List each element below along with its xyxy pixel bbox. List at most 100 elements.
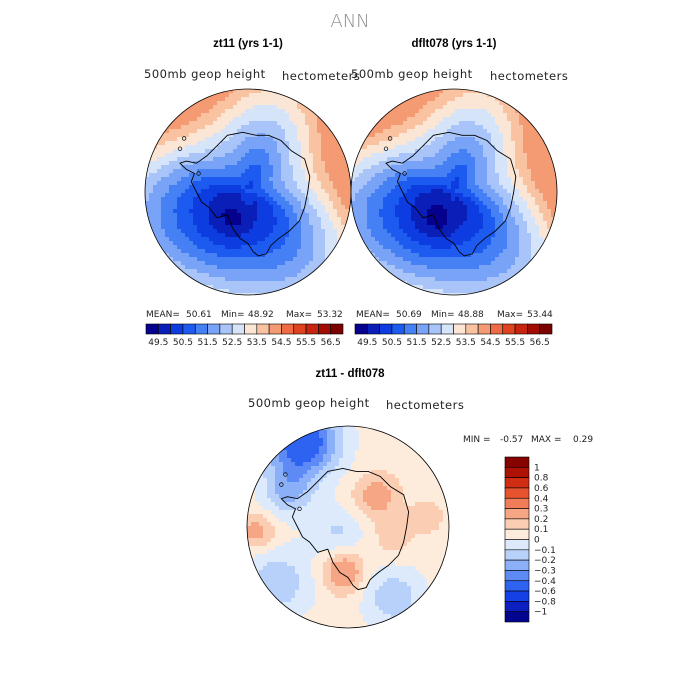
field-cell xyxy=(527,121,532,126)
field-cell xyxy=(403,205,408,210)
field-cell xyxy=(311,454,316,459)
field-cell xyxy=(169,113,174,118)
field-cell xyxy=(391,442,396,447)
field-cell xyxy=(177,229,182,234)
field-cell xyxy=(237,201,242,206)
field-cell xyxy=(399,225,404,230)
field-cell xyxy=(519,169,524,174)
field-cell xyxy=(281,253,286,258)
field-cell xyxy=(535,197,540,202)
field-cell xyxy=(257,285,262,290)
field-cell xyxy=(367,213,372,218)
field-cell xyxy=(221,105,226,110)
field-cell xyxy=(307,462,312,467)
field-cell xyxy=(455,209,460,214)
field-cell xyxy=(515,105,520,110)
field-cell xyxy=(359,205,364,210)
field-cell xyxy=(415,273,420,278)
field-cell xyxy=(309,121,314,126)
field-cell xyxy=(527,197,532,202)
field-cell xyxy=(153,221,158,226)
field-cell xyxy=(451,245,456,250)
field-cell xyxy=(435,193,440,198)
field-cell xyxy=(201,157,206,162)
field-cell xyxy=(471,253,476,258)
field-cell xyxy=(439,201,444,206)
field-cell xyxy=(277,241,282,246)
field-cell xyxy=(325,253,330,258)
field-cell xyxy=(277,149,282,154)
field-cell xyxy=(439,285,444,290)
field-cell xyxy=(375,233,380,238)
field-cell xyxy=(547,169,552,174)
field-cell xyxy=(281,129,286,134)
field-cell xyxy=(177,253,182,258)
field-cell xyxy=(233,241,238,246)
field-cell xyxy=(403,133,408,138)
field-cell xyxy=(289,165,294,170)
field-cell xyxy=(337,201,342,206)
field-cell xyxy=(325,201,330,206)
field-cell xyxy=(431,277,436,282)
field-cell xyxy=(281,149,286,154)
field-cell xyxy=(443,213,448,218)
field-cell xyxy=(423,462,428,467)
field-cell xyxy=(475,129,480,134)
field-cell xyxy=(277,209,282,214)
field-cell xyxy=(153,205,158,210)
field-cell xyxy=(355,145,360,150)
field-cell xyxy=(337,217,342,222)
field-cell xyxy=(447,93,452,98)
field-cell xyxy=(475,253,480,258)
field-cell xyxy=(253,221,258,226)
field-cell xyxy=(419,197,424,202)
field-cell xyxy=(321,169,326,174)
field-cell xyxy=(319,454,324,459)
field-cell xyxy=(543,153,548,158)
field-cell xyxy=(197,161,202,166)
field-cell xyxy=(507,221,512,226)
field-cell xyxy=(411,177,416,182)
field-cell xyxy=(447,217,452,222)
field-cell xyxy=(515,169,520,174)
field-cell xyxy=(201,105,206,110)
field-cell xyxy=(515,113,520,118)
field-cell xyxy=(249,197,254,202)
field-cell xyxy=(329,217,334,222)
field-cell xyxy=(329,141,334,146)
field-cell xyxy=(443,169,448,174)
field-cell xyxy=(325,153,330,158)
field-cell xyxy=(277,213,282,218)
field-cell xyxy=(209,129,214,134)
field-cell xyxy=(161,205,166,210)
field-cell xyxy=(431,261,436,266)
field-cell xyxy=(423,269,428,274)
field-cell xyxy=(265,113,270,118)
field-cell xyxy=(313,217,318,222)
field-cell xyxy=(157,149,162,154)
field-cell xyxy=(419,241,424,246)
field-cell xyxy=(447,233,452,238)
field-cell xyxy=(491,221,496,226)
field-cell xyxy=(315,462,320,467)
field-cell xyxy=(269,277,274,282)
field-cell xyxy=(499,93,504,98)
field-cell xyxy=(523,137,528,142)
field-cell xyxy=(471,109,476,114)
mean-label: MEAN= xyxy=(146,310,180,320)
field-cell xyxy=(555,225,557,230)
field-cell xyxy=(349,181,351,186)
field-cell xyxy=(333,193,338,198)
field-cell xyxy=(407,129,412,134)
field-cell xyxy=(503,149,508,154)
field-cell xyxy=(285,289,290,294)
field-cell xyxy=(431,137,436,142)
field-cell xyxy=(519,217,524,222)
field-cell xyxy=(217,281,222,286)
field-cell xyxy=(269,117,274,122)
field-cell xyxy=(391,181,396,186)
field-cell xyxy=(285,89,290,94)
field-cell xyxy=(407,189,412,194)
field-cell xyxy=(463,289,468,294)
